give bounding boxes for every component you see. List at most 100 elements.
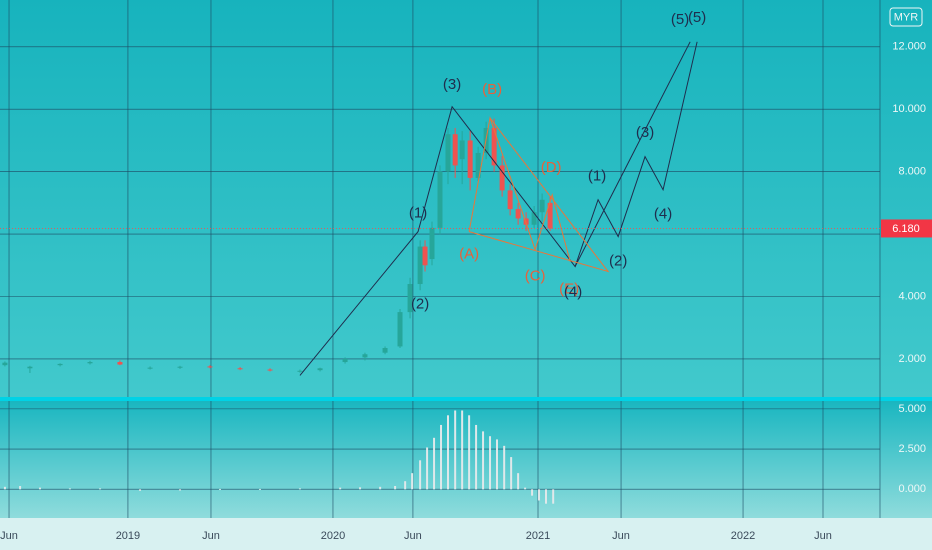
histogram-bar bbox=[454, 410, 457, 490]
wave-label: (D) bbox=[541, 159, 562, 176]
currency: MYR bbox=[894, 11, 919, 23]
histogram-bar bbox=[475, 424, 478, 490]
x-tick-label: Jun bbox=[404, 530, 422, 542]
candle-body bbox=[515, 209, 521, 219]
wave-line bbox=[299, 41, 698, 376]
candle-body bbox=[397, 312, 403, 347]
histogram-bar bbox=[482, 431, 485, 490]
pane-separator bbox=[0, 397, 932, 401]
candle-body bbox=[117, 362, 123, 365]
candle-body bbox=[342, 358, 348, 363]
x-tick-label: 2020 bbox=[321, 530, 345, 542]
histogram-bar bbox=[68, 488, 71, 490]
candle-body bbox=[57, 363, 63, 366]
histogram-bar bbox=[531, 489, 534, 496]
main-pane bbox=[0, 0, 932, 397]
wave-label: (A) bbox=[459, 246, 479, 263]
histogram-bar bbox=[510, 457, 513, 490]
histogram-bar bbox=[545, 489, 548, 504]
x-tick-label: Jun bbox=[202, 530, 220, 542]
wave-line bbox=[468, 117, 610, 273]
candle-body bbox=[507, 190, 513, 210]
histogram-bar bbox=[19, 486, 22, 490]
x-tick-label: 2019 bbox=[116, 530, 140, 542]
histogram-bar bbox=[298, 488, 301, 490]
histogram-bar bbox=[38, 487, 41, 490]
histogram-bar bbox=[419, 460, 422, 490]
histogram-bar bbox=[404, 481, 407, 490]
histogram-bar bbox=[495, 439, 498, 490]
candle-body bbox=[177, 366, 183, 368]
histogram-bar bbox=[139, 489, 142, 491]
last-price-badge bbox=[881, 219, 932, 238]
histogram-bar bbox=[538, 489, 541, 501]
wave-label: (2) bbox=[411, 296, 429, 313]
candle-body bbox=[417, 246, 423, 285]
candle-body bbox=[422, 246, 428, 266]
wave-line bbox=[574, 41, 691, 267]
candle-body bbox=[452, 134, 458, 166]
histogram-bar bbox=[524, 487, 527, 490]
histogram-bar bbox=[489, 436, 492, 490]
wave-label: (1) bbox=[588, 168, 606, 185]
histogram-bar bbox=[440, 424, 443, 490]
y-tick-label: 0.000 bbox=[898, 483, 926, 495]
y-tick-label: 8.000 bbox=[898, 166, 926, 178]
wave-label: (B) bbox=[482, 81, 502, 98]
last-price-label: 6.180 bbox=[892, 223, 920, 235]
candle-body bbox=[382, 347, 388, 353]
wave-label: (2) bbox=[609, 253, 627, 270]
candle-body bbox=[2, 362, 8, 366]
x-tick-label: 2022 bbox=[731, 530, 755, 542]
x-tick-label: Jun bbox=[0, 530, 18, 542]
wave-label: (C) bbox=[525, 267, 546, 284]
y-tick-label: 2.500 bbox=[898, 443, 926, 455]
candle-body bbox=[523, 218, 529, 225]
candle-body bbox=[407, 284, 413, 313]
indicator-pane bbox=[0, 401, 932, 518]
x-tick-label: Jun bbox=[814, 530, 832, 542]
wave-label: (4) bbox=[654, 206, 672, 223]
histogram-bar bbox=[379, 486, 382, 490]
y-tick-label: 12.000 bbox=[892, 41, 926, 53]
candle-body bbox=[87, 362, 93, 364]
y-tick-label: 2.000 bbox=[898, 353, 926, 365]
wave-line bbox=[468, 116, 571, 262]
candle-body bbox=[531, 212, 537, 225]
histogram-bar bbox=[552, 489, 555, 504]
histogram-bar bbox=[433, 437, 436, 490]
wave-label: (E) bbox=[559, 281, 579, 298]
y-tick-label: 4.000 bbox=[898, 290, 926, 302]
candle-body bbox=[207, 366, 213, 368]
candle-body bbox=[467, 140, 473, 178]
x-tick-label: Jun bbox=[612, 530, 630, 542]
histogram-bar bbox=[411, 473, 414, 490]
histogram-bar bbox=[394, 486, 397, 490]
candle-body bbox=[445, 134, 451, 172]
histogram-bar bbox=[461, 410, 464, 490]
currency-box bbox=[889, 7, 923, 27]
candle-body bbox=[437, 171, 443, 228]
candle-body bbox=[491, 127, 497, 166]
candle-body bbox=[475, 152, 481, 178]
histogram-bar bbox=[426, 447, 429, 490]
candle-body bbox=[317, 368, 323, 371]
histogram-bar bbox=[517, 473, 520, 490]
candle-body bbox=[499, 165, 505, 191]
histogram-bar bbox=[503, 445, 506, 490]
histogram-bar bbox=[258, 488, 261, 490]
histogram-bar bbox=[446, 415, 449, 490]
wave-label: (3) bbox=[443, 76, 461, 93]
histogram-bar bbox=[3, 486, 6, 490]
wave-label: (4) bbox=[564, 284, 582, 301]
wave-label: (5) bbox=[671, 11, 689, 28]
histogram-bar bbox=[468, 415, 471, 490]
candle-body bbox=[459, 140, 465, 160]
drawings: (1)(2)(3) (B)(A)(C)(D)(E)(4)(1)(2)(3)(4)(… bbox=[0, 9, 932, 376]
histogram-bar bbox=[179, 489, 182, 491]
histogram-bar bbox=[339, 487, 342, 490]
candle-body bbox=[539, 199, 545, 213]
candle-body bbox=[267, 369, 273, 371]
